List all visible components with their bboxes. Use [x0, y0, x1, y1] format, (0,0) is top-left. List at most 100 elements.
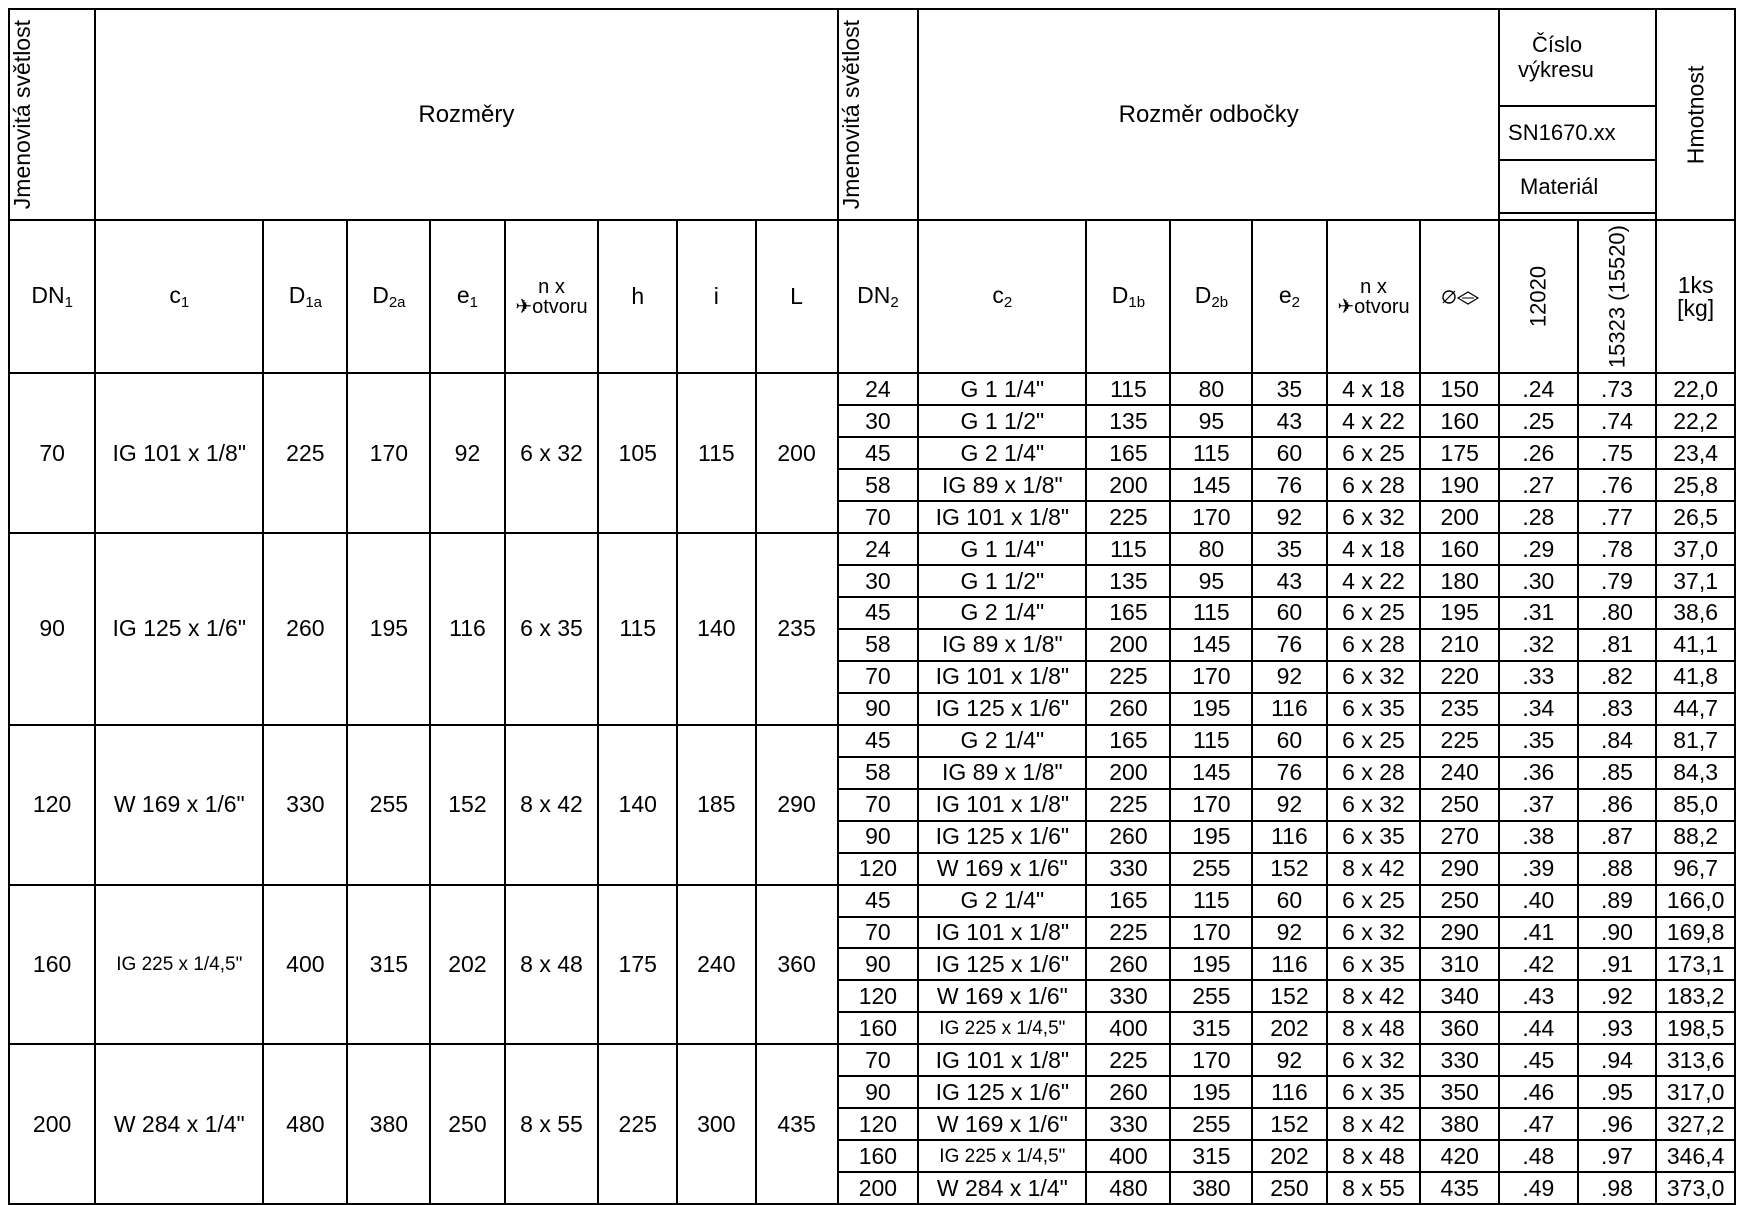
- branch-d1b: 260: [1085, 947, 1172, 982]
- branch-holes2: 4 x 22: [1325, 564, 1422, 598]
- branch-mat-12020: .30: [1498, 564, 1579, 598]
- col-dn1: DN1: [7, 219, 97, 375]
- main-holes: 6 x 32: [503, 372, 600, 535]
- branch-d2b: 315: [1169, 1139, 1254, 1174]
- main-e1: 250: [429, 1043, 506, 1205]
- branch-dn2: 120: [836, 979, 920, 1014]
- main-holes: 6 x 35: [503, 532, 600, 726]
- branch-e2: 92: [1251, 787, 1328, 822]
- table-row: 58 IG 89 x 1/8" 200 145 76 6 x 28 190.27.76 25,…: [9, 468, 1736, 503]
- table-row: 58 IG 89 x 1/8" 200 145 76 6 x 28 240.36.85 84,…: [9, 755, 1736, 790]
- branch-c2: IG 101 x 1/8": [917, 500, 1088, 535]
- branch-d2b: 170: [1169, 915, 1254, 950]
- branch-mat-12020: .45: [1498, 1043, 1579, 1078]
- col-d2b: D2b: [1169, 219, 1254, 375]
- branch-e2: 116: [1251, 947, 1328, 982]
- branch-mat-15323: .89: [1576, 883, 1658, 918]
- table-row: 160 IG 225 x 1/4,5" 400 315 202 8 x 48 175 240 3…: [7, 883, 1736, 1046]
- branch-d2b: 195: [1169, 819, 1254, 854]
- branch-hole-circle: 220: [1419, 659, 1501, 694]
- table-row: 30 G 1 1/2" 135 95 43 4 x 22 160.25.74 22,2: [9, 404, 1736, 439]
- branch-dn2: 90: [836, 819, 920, 854]
- main-d2a: 315: [346, 883, 432, 1046]
- col-weight-unit: 1ks [kg]: [1655, 219, 1736, 375]
- main-dn1: 90: [7, 532, 97, 726]
- branch-mat-15323: .92: [1576, 979, 1658, 1014]
- branch-dn2: 70: [836, 915, 920, 950]
- branch-holes2: 6 x 25: [1325, 883, 1422, 918]
- branch-d1b: 200: [1085, 755, 1172, 790]
- branch-mat-15323: .86: [1576, 787, 1658, 822]
- branch-weight: 327,2: [1655, 1107, 1736, 1142]
- branch-d1b: 200: [1085, 468, 1172, 503]
- branch-e2: 60: [1251, 883, 1328, 918]
- branch-weight: 81,7: [1655, 723, 1736, 758]
- branch-mat-15323: .80: [1576, 596, 1658, 630]
- col-e1: e1: [429, 219, 506, 375]
- col-holes-1: n x ✈otvoru: [503, 219, 600, 375]
- branch-d1b: 225: [1085, 787, 1172, 822]
- branch-mat-12020: .34: [1498, 691, 1579, 726]
- branch-mat-12020: .40: [1498, 883, 1579, 918]
- branch-dn2: 30: [836, 404, 920, 439]
- main-d1a: 260: [262, 532, 349, 726]
- branch-e2: 35: [1251, 372, 1328, 407]
- table-row: 45 G 2 1/4" 165 115 60 6 x 25 195.31.80 38,6: [9, 596, 1736, 630]
- branch-c2: G 1 1/4": [917, 532, 1088, 567]
- branch-holes2: 8 x 55: [1325, 1171, 1422, 1205]
- branch-e2: 92: [1251, 659, 1328, 694]
- drawing-number-line1: Číslo: [1532, 32, 1583, 58]
- branch-weight: 84,3: [1655, 755, 1736, 790]
- branch-e2: 43: [1251, 404, 1328, 439]
- material-header: Materiál: [1498, 158, 1658, 215]
- branch-mat-12020: .29: [1498, 532, 1579, 567]
- branch-d2b: 80: [1169, 532, 1254, 567]
- branch-e2: 35: [1251, 532, 1328, 567]
- main-L: 360: [754, 883, 839, 1046]
- branch-holes2: 6 x 28: [1325, 468, 1422, 503]
- branch-dn2: 90: [836, 1075, 920, 1110]
- main-d2a: 255: [346, 723, 432, 886]
- main-L: 200: [754, 372, 839, 535]
- branch-c2: G 2 1/4": [917, 883, 1088, 918]
- branch-c2: IG 125 x 1/6": [917, 691, 1088, 726]
- branch-e2: 116: [1251, 819, 1328, 854]
- main-e1: 92: [429, 372, 506, 535]
- main-dn1: 200: [7, 1043, 97, 1205]
- branch-d1b: 115: [1085, 532, 1172, 567]
- branch-e2: 92: [1251, 500, 1328, 535]
- branch-hole-circle: 310: [1419, 947, 1501, 982]
- main-holes: 8 x 48: [503, 883, 600, 1046]
- main-d1a: 400: [262, 883, 349, 1046]
- branch-dn2: 45: [836, 596, 920, 630]
- branch-c2: IG 89 x 1/8": [917, 627, 1088, 662]
- table-row: 58 IG 89 x 1/8" 200 145 76 6 x 28 210.32.81 41,…: [9, 627, 1736, 662]
- branch-c2: G 2 1/4": [917, 723, 1088, 758]
- branch-c2: G 1 1/4": [917, 372, 1088, 407]
- table-row: 90 IG 125 x 1/6" 260 195 116 6 x 35 115 140 235 2…: [7, 532, 1736, 726]
- main-c1: W 169 x 1/6": [94, 723, 265, 886]
- branch-d2b: 95: [1169, 404, 1254, 439]
- branch-hole-circle: 160: [1419, 404, 1501, 439]
- branch-dn2: 160: [836, 1011, 920, 1046]
- table-row: 90 IG 125 x 1/6" 260 195 116 6 x 35 310.42.91 1…: [9, 947, 1736, 982]
- main-L: 435: [754, 1043, 839, 1205]
- branch-e2: 202: [1251, 1139, 1328, 1174]
- branch-hole-circle: 225: [1419, 723, 1501, 758]
- branch-c2: IG 89 x 1/8": [917, 468, 1088, 503]
- table-row: 90 IG 125 x 1/6" 260 195 116 6 x 35 270.38.87 8…: [9, 819, 1736, 854]
- branch-e2: 76: [1251, 627, 1328, 662]
- branch-dn2: 58: [836, 468, 920, 503]
- branch-mat-15323: .82: [1576, 659, 1658, 694]
- branch-hole-circle: 195: [1419, 596, 1501, 630]
- branch-mat-15323: .91: [1576, 947, 1658, 982]
- main-holes: 8 x 55: [503, 1043, 600, 1205]
- branch-dn2: 120: [836, 1107, 920, 1142]
- branch-mat-15323: .79: [1576, 564, 1658, 598]
- col-e2: e2: [1251, 219, 1328, 375]
- branch-d2b: 170: [1169, 659, 1254, 694]
- branch-d2b: 255: [1169, 979, 1254, 1014]
- branch-weight: 88,2: [1655, 819, 1736, 854]
- main-d2a: 380: [346, 1043, 432, 1205]
- branch-mat-12020: .47: [1498, 1107, 1579, 1142]
